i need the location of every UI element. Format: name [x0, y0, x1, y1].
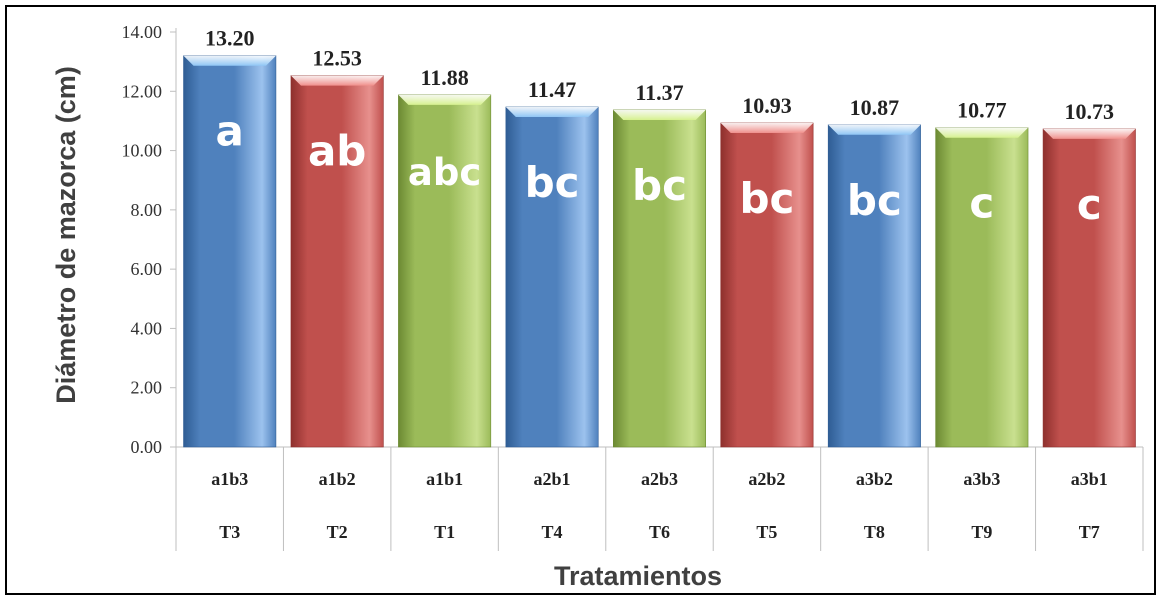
x-tick-label: a3b2 — [856, 469, 893, 489]
bar-top-bevel — [613, 109, 706, 120]
x-tick-label: a1b3 — [211, 469, 248, 489]
bar-a2b2 — [720, 122, 814, 448]
bar-top-bevel — [505, 106, 599, 117]
bar-body — [290, 75, 384, 448]
x-tick-label-level2: T2 — [327, 522, 348, 542]
bar-top-bevel — [720, 123, 814, 134]
bar-a2b1 — [505, 106, 599, 448]
x-tick-label: a1b1 — [426, 469, 463, 489]
x-tick-label: a2b3 — [641, 469, 678, 489]
bar-a3b1 — [1042, 128, 1136, 448]
bar-a1b1 — [398, 94, 492, 448]
x-tick-label-level2: T9 — [971, 522, 992, 542]
x-tick-label-level2: T1 — [434, 522, 455, 542]
x-tick-label-level2: T5 — [756, 522, 777, 542]
y-tick-label: 12.00 — [122, 81, 163, 101]
x-tick-label: a3b1 — [1071, 469, 1108, 489]
x-tick-label: a1b2 — [319, 469, 356, 489]
significance-letter: ab — [308, 127, 366, 176]
x-tick-label-level2: T7 — [1079, 522, 1100, 542]
value-label: 10.77 — [957, 98, 1007, 123]
bar-top-bevel — [935, 127, 1029, 138]
bar-a1b3 — [183, 55, 277, 448]
bar-body — [720, 122, 814, 448]
bar-top-bevel — [183, 55, 276, 66]
y-tick-label: 4.00 — [131, 318, 163, 338]
significance-letter: c — [1077, 180, 1102, 229]
bar-top-bevel — [828, 124, 921, 135]
bar-top-bevel — [1043, 128, 1136, 139]
y-tick-label: 14.00 — [122, 22, 163, 42]
y-tick-label: 0.00 — [131, 437, 163, 457]
bar-a2b3 — [612, 109, 707, 448]
value-label: 10.87 — [850, 95, 900, 120]
x-axis-title: Tratamientos — [554, 561, 722, 591]
significance-letter: c — [969, 179, 994, 228]
bars — [183, 55, 1136, 448]
value-label: 12.53 — [312, 46, 362, 71]
significance-letter: bc — [739, 174, 794, 223]
significance-letter: a — [216, 107, 244, 156]
y-tick-label: 2.00 — [131, 378, 163, 398]
value-label: 10.73 — [1065, 99, 1115, 124]
bar-body — [827, 124, 921, 448]
bar-top-bevel — [290, 75, 384, 86]
y-tick-label: 8.00 — [131, 200, 163, 220]
significance-letter: abc — [408, 151, 481, 194]
bar-a1b2 — [290, 75, 384, 448]
x-tick-label: a2b2 — [748, 469, 785, 489]
labels: 13.20 a a1b3 T3 12.53 ab a1b2 T2 11.88 abc a1b1 T1 1… — [205, 26, 1114, 542]
value-label: 10.93 — [742, 93, 792, 118]
value-label: 11.47 — [528, 77, 576, 102]
chart-frame: 0.00 2.00 4.00 6.00 8.00 10.00 12.00 14.00 13.2… — [5, 5, 1156, 595]
significance-letter: bc — [632, 161, 687, 210]
bar-body — [612, 109, 707, 448]
value-label: 11.88 — [420, 65, 468, 90]
bar-a3b3 — [935, 127, 1029, 448]
x-tick-label-level2: T8 — [864, 522, 885, 542]
y-axis-title: Diámetro de mazorca (cm) — [51, 66, 81, 404]
significance-letter: bc — [525, 158, 580, 207]
bar-body — [398, 94, 492, 448]
bar-chart: 0.00 2.00 4.00 6.00 8.00 10.00 12.00 14.00 13.2… — [51, 22, 1144, 591]
bar-body — [935, 127, 1029, 448]
bar-body — [1042, 128, 1136, 448]
y-tick-label: 10.00 — [122, 141, 163, 161]
y-tick-label: 6.00 — [131, 259, 163, 279]
bar-a3b2 — [827, 124, 921, 448]
bar-body — [183, 55, 277, 448]
x-tick-label-level2: T3 — [219, 522, 240, 542]
x-tick-label-level2: T4 — [542, 522, 563, 542]
x-tick-label: a2b1 — [534, 469, 571, 489]
value-label: 13.20 — [205, 26, 255, 51]
x-tick-label-level2: T6 — [649, 522, 670, 542]
x-tick-label: a3b3 — [963, 469, 1000, 489]
bar-top-bevel — [398, 94, 491, 105]
bar-body — [505, 106, 599, 448]
significance-letter: bc — [847, 176, 902, 225]
value-label: 11.37 — [635, 80, 683, 105]
